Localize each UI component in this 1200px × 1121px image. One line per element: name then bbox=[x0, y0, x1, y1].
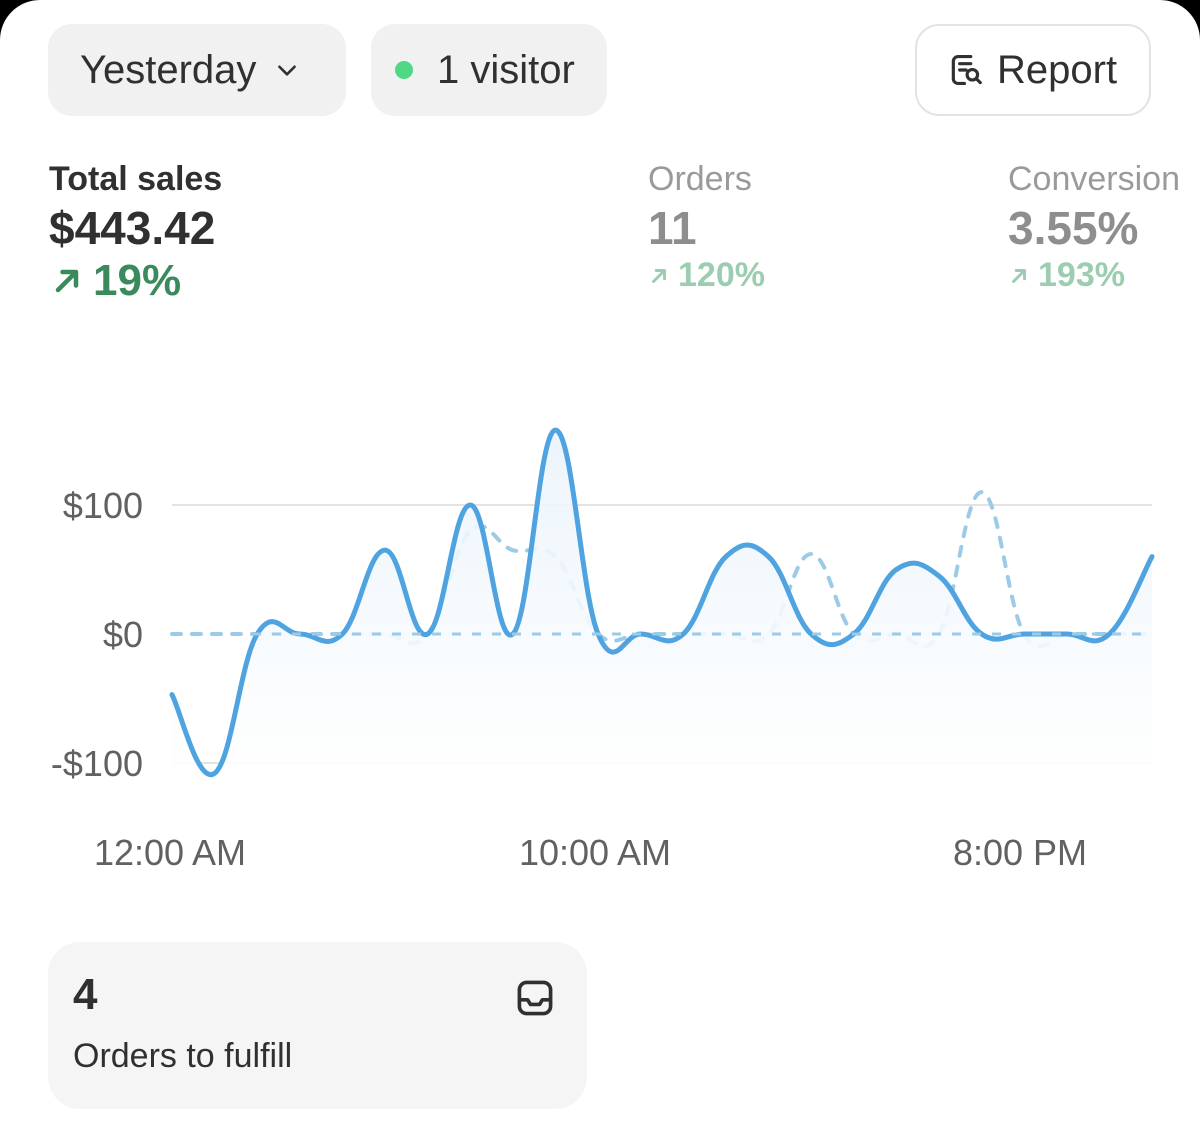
total-sales-metric[interactable]: Total sales $443.42 19% bbox=[49, 160, 222, 306]
report-label: Report bbox=[997, 47, 1118, 92]
conversion-change: 193% bbox=[1008, 256, 1180, 295]
orders-value: 11 bbox=[648, 202, 697, 254]
sales-chart[interactable]: $100 $0 -$100 12:00 AM 10:00 AM 8:00 PM bbox=[0, 400, 1200, 900]
chevron-down-icon bbox=[274, 57, 300, 83]
orders-to-fulfill-count: 4 bbox=[73, 970, 98, 1019]
comparison-series-line bbox=[170, 490, 1154, 649]
sales-series-area bbox=[172, 430, 1152, 776]
total-sales-label: Total sales bbox=[49, 160, 223, 198]
live-indicator-dot-icon bbox=[395, 61, 413, 79]
x-tick-label: 10:00 AM bbox=[519, 832, 671, 873]
date-range-label: Yesterday bbox=[80, 47, 257, 92]
orders-to-fulfill-card[interactable]: 4 Orders to fulfill bbox=[48, 942, 587, 1109]
arrow-up-right-icon bbox=[648, 265, 670, 287]
arrow-up-right-icon bbox=[1008, 265, 1030, 287]
conversion-label: Conversion bbox=[1008, 160, 1180, 198]
orders-label: Orders bbox=[648, 160, 752, 198]
report-button[interactable]: Report bbox=[915, 24, 1151, 116]
y-tick-label: $0 bbox=[103, 614, 143, 655]
orders-to-fulfill-label: Orders to fulfill bbox=[73, 1037, 293, 1075]
x-tick-label: 12:00 AM bbox=[94, 832, 246, 873]
orders-change-value: 120% bbox=[678, 256, 765, 294]
total-sales-change-value: 19% bbox=[93, 256, 182, 305]
conversion-value: 3.55% bbox=[1008, 202, 1139, 254]
y-tick-label: $100 bbox=[63, 485, 143, 526]
arrow-up-right-icon bbox=[49, 263, 85, 299]
conversion-change-value: 193% bbox=[1038, 256, 1125, 294]
y-tick-label: -$100 bbox=[51, 743, 143, 784]
date-range-selector[interactable]: Yesterday bbox=[48, 24, 346, 116]
orders-change: 120% bbox=[648, 256, 765, 295]
live-visitors-button[interactable]: 1 visitor bbox=[371, 24, 607, 116]
conversion-metric[interactable]: Conversion 3.55% 193% bbox=[1008, 160, 1180, 295]
orders-metric[interactable]: Orders 11 120% bbox=[648, 160, 765, 295]
total-sales-change: 19% bbox=[49, 256, 222, 306]
visitors-label: 1 visitor bbox=[437, 47, 575, 92]
report-search-icon bbox=[947, 51, 985, 89]
total-sales-value: $443.42 bbox=[49, 202, 216, 254]
inbox-icon bbox=[513, 976, 557, 1025]
x-tick-label: 8:00 PM bbox=[953, 832, 1087, 873]
